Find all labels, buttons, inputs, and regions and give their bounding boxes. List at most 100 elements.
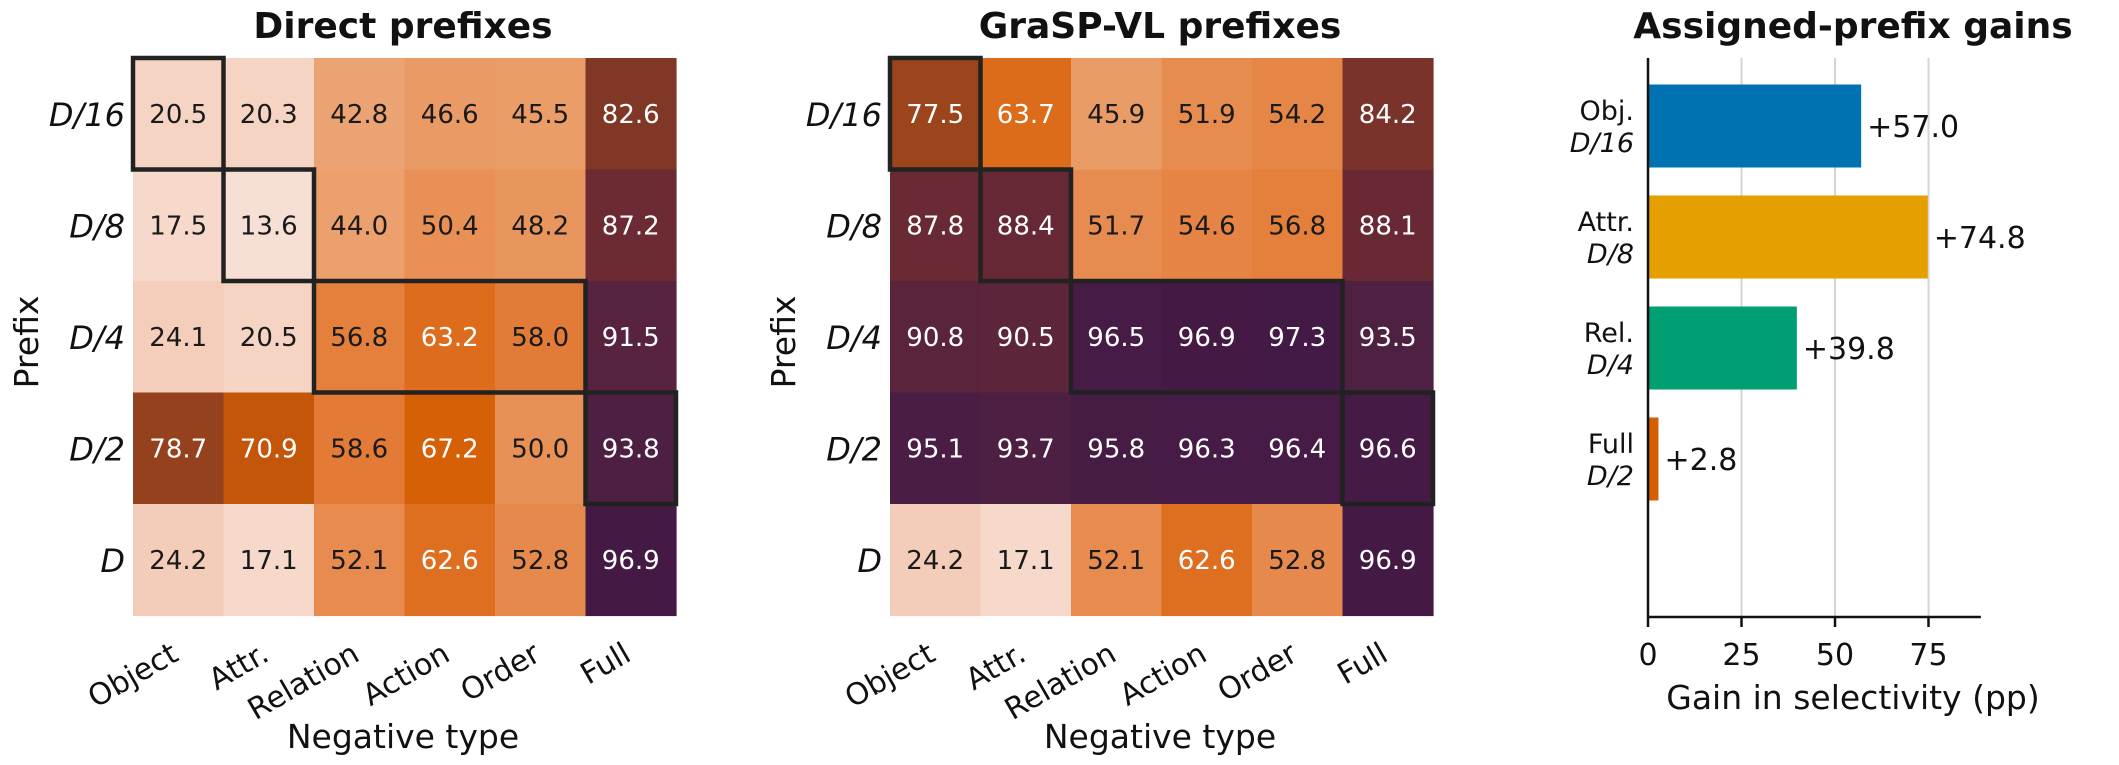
cell-value-label: 52.1 bbox=[330, 546, 388, 576]
cell-value-label: 17.1 bbox=[240, 546, 298, 576]
y-tick-label: D/16 bbox=[806, 96, 882, 134]
cell-value-label: 52.1 bbox=[1087, 546, 1145, 576]
highlight-box bbox=[1340, 390, 1436, 507]
heatmap-cell bbox=[1252, 392, 1344, 505]
cell-value-label: 24.2 bbox=[906, 546, 964, 576]
y-tick-label: D/2 bbox=[69, 430, 125, 468]
bar-prefix-label: D/4 bbox=[1587, 350, 1634, 381]
cell-value-label: 24.2 bbox=[149, 546, 207, 576]
heatmap-title: Direct prefixes bbox=[253, 6, 552, 47]
heatmap-cell bbox=[404, 281, 496, 394]
heatmap-cell bbox=[223, 281, 315, 394]
heatmap-cell bbox=[223, 58, 315, 171]
cell-value-label: 63.7 bbox=[997, 100, 1055, 130]
heatmap-cell bbox=[223, 169, 315, 282]
cell-value-label: 87.8 bbox=[906, 211, 964, 241]
y-axis-label: Prefix bbox=[764, 296, 803, 389]
cell-value-label: 45.9 bbox=[1087, 100, 1145, 130]
heatmap-cell bbox=[314, 504, 406, 617]
x-axis-label: Negative type bbox=[1044, 717, 1276, 756]
bar-prefix-label: D/16 bbox=[1570, 128, 1634, 159]
cell-value-label: 90.8 bbox=[906, 323, 964, 353]
cell-value-label: 13.6 bbox=[240, 211, 298, 241]
cell-value-label: 58.0 bbox=[511, 323, 569, 353]
bar-value-label: +57.0 bbox=[1867, 110, 1959, 145]
heatmap-cell bbox=[1342, 392, 1434, 505]
cell-value-label: 52.8 bbox=[511, 546, 569, 576]
heatmap-cell bbox=[1071, 504, 1163, 617]
heatmap-cell bbox=[1252, 281, 1344, 394]
cell-value-label: 88.4 bbox=[997, 211, 1055, 241]
heatmap-cell bbox=[495, 504, 587, 617]
bar-value-label: +39.8 bbox=[1803, 332, 1895, 367]
bar-category-label: Rel. bbox=[1584, 318, 1634, 349]
cell-value-label: 96.6 bbox=[1359, 434, 1417, 464]
cell-value-label: 78.7 bbox=[149, 434, 207, 464]
y-tick-label: D/8 bbox=[826, 207, 882, 245]
cell-value-label: 45.5 bbox=[511, 100, 569, 130]
cell-value-label: 58.6 bbox=[330, 434, 388, 464]
heatmap-cell bbox=[1342, 169, 1434, 282]
heatmap-cell bbox=[133, 58, 225, 171]
heatmap-cell bbox=[585, 504, 677, 617]
heatmap-cell bbox=[585, 169, 677, 282]
cell-value-label: 51.7 bbox=[1087, 211, 1145, 241]
heatmap-cell bbox=[890, 504, 982, 617]
heatmap-cell bbox=[133, 504, 225, 617]
heatmap-cell bbox=[980, 504, 1072, 617]
highlight-box bbox=[1068, 278, 1345, 395]
bar-category-label: Full bbox=[1588, 429, 1634, 460]
heatmap-cell bbox=[495, 281, 587, 394]
cell-value-label: 54.6 bbox=[1178, 211, 1236, 241]
heatmap-cell bbox=[495, 169, 587, 282]
cell-value-label: 44.0 bbox=[330, 211, 388, 241]
cell-value-label: 96.9 bbox=[1178, 323, 1236, 353]
heatmap-cell bbox=[133, 169, 225, 282]
gain-bar bbox=[1648, 417, 1659, 501]
cell-value-label: 50.0 bbox=[511, 434, 569, 464]
y-tick-label: D bbox=[100, 542, 125, 580]
heatmap-cell bbox=[1161, 504, 1253, 617]
highlight-box bbox=[887, 55, 983, 172]
heatmap-cell bbox=[404, 392, 496, 505]
heatmap-cell bbox=[1071, 169, 1163, 282]
heatmap-cell bbox=[980, 281, 1072, 394]
heatmap-cell bbox=[890, 281, 982, 394]
cell-value-label: 50.4 bbox=[421, 211, 479, 241]
cell-value-label: 54.2 bbox=[1268, 100, 1326, 130]
cell-value-label: 17.5 bbox=[149, 211, 207, 241]
x-tick-label: 0 bbox=[1638, 638, 1657, 673]
highlight-box bbox=[130, 55, 226, 172]
y-tick-label: D/8 bbox=[69, 207, 125, 245]
cell-value-label: 62.6 bbox=[421, 546, 479, 576]
bar-prefix-label: D/8 bbox=[1587, 239, 1634, 270]
bar-chart-title: Assigned-prefix gains bbox=[1633, 6, 2072, 47]
y-tick-label: D/4 bbox=[826, 319, 882, 357]
cell-value-label: 20.5 bbox=[149, 100, 207, 130]
cell-value-label: 70.9 bbox=[240, 434, 298, 464]
heatmap-cell bbox=[1071, 58, 1163, 171]
cell-value-label: 93.7 bbox=[997, 434, 1055, 464]
heatmap-cell bbox=[133, 281, 225, 394]
cell-value-label: 91.5 bbox=[602, 323, 660, 353]
assigned-prefix-gains-chart: Assigned-prefix gains +57.0 +74.8 +39.8 +2.… bbox=[1570, 6, 2073, 717]
cell-value-label: 84.2 bbox=[1359, 100, 1417, 130]
cell-value-label: 96.9 bbox=[602, 546, 660, 576]
cell-value-label: 56.8 bbox=[330, 323, 388, 353]
heatmap-cell bbox=[980, 392, 1072, 505]
cell-value-label: 51.9 bbox=[1178, 100, 1236, 130]
cell-value-label: 62.6 bbox=[1178, 546, 1236, 576]
bar-value-label: +74.8 bbox=[1934, 221, 2026, 256]
gain-bar bbox=[1648, 84, 1862, 168]
heatmap-cell bbox=[1252, 504, 1344, 617]
heatmap-cell bbox=[1161, 169, 1253, 282]
highlight-box bbox=[221, 167, 317, 284]
heatmap-cell bbox=[314, 392, 406, 505]
x-axis-label: Negative type bbox=[287, 717, 519, 756]
heatmap-cell bbox=[1342, 58, 1434, 171]
heatmap-cell bbox=[890, 58, 982, 171]
bar-value-label: +2.8 bbox=[1664, 443, 1737, 478]
heatmap-title: GraSP-VL prefixes bbox=[979, 6, 1342, 47]
heatmap-cell bbox=[404, 58, 496, 171]
bar-category-label: Attr. bbox=[1578, 207, 1634, 238]
